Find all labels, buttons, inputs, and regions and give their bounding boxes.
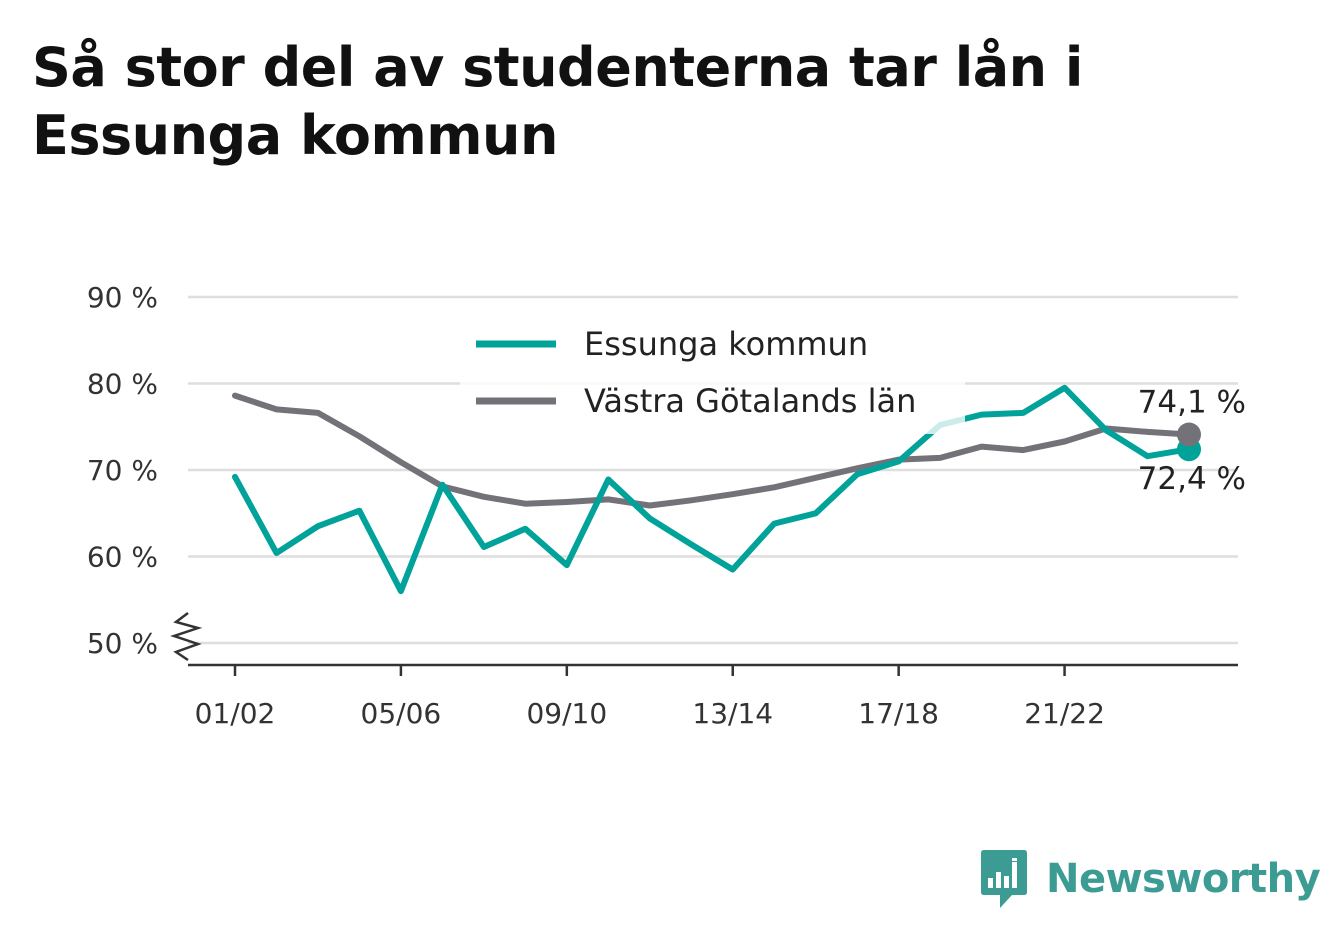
series-line-1 <box>232 392 1192 509</box>
legend-label: Västra Götalands län <box>584 382 916 420</box>
end-point <box>1177 422 1201 447</box>
x-axis: 01/02 05/06 09/10 13/14 17/18 21/22 <box>188 663 1238 730</box>
y-tick-label: 50 % <box>87 627 158 660</box>
end-value-label: 72,4 % <box>1138 461 1246 497</box>
x-tick-label: 17/18 <box>858 697 939 730</box>
series-lines <box>232 384 1192 595</box>
x-tick-label: 13/14 <box>692 697 773 730</box>
y-tick-label: 60 % <box>87 541 158 574</box>
end-value-label: 74,1 % <box>1138 385 1246 421</box>
newsworthy-logo: Newsworthy <box>980 848 1321 910</box>
legend-background <box>460 318 965 434</box>
line-chart: 50 % 60 % 70 % 80 % 90 % 01/02 05/06 09/10 13/1… <box>87 281 1246 730</box>
brand-name: Newsworthy <box>1046 856 1321 902</box>
y-axis: 50 % 60 % 70 % 80 % 90 % <box>87 281 203 662</box>
x-tick-label: 05/06 <box>361 697 442 730</box>
chart-title: Så stor del av studenterna tar lån i Ess… <box>32 36 1083 167</box>
end-labels: 72,4 % 74,1 % <box>1138 385 1246 498</box>
legend-label: Essunga kommun <box>584 325 868 363</box>
grid-lines <box>188 295 1238 645</box>
bar-chart-icon <box>981 850 1027 908</box>
x-tick-label: 21/22 <box>1024 697 1105 730</box>
x-tick-label: 01/02 <box>195 697 276 730</box>
y-tick-label: 70 % <box>87 454 158 487</box>
axis-break-icon <box>170 612 203 662</box>
y-tick-label: 90 % <box>87 281 158 314</box>
legend: Essunga kommun Västra Götalands län <box>460 318 965 434</box>
y-tick-label: 80 % <box>87 368 158 401</box>
series-line-0 <box>232 384 1192 595</box>
x-tick-label: 09/10 <box>526 697 607 730</box>
